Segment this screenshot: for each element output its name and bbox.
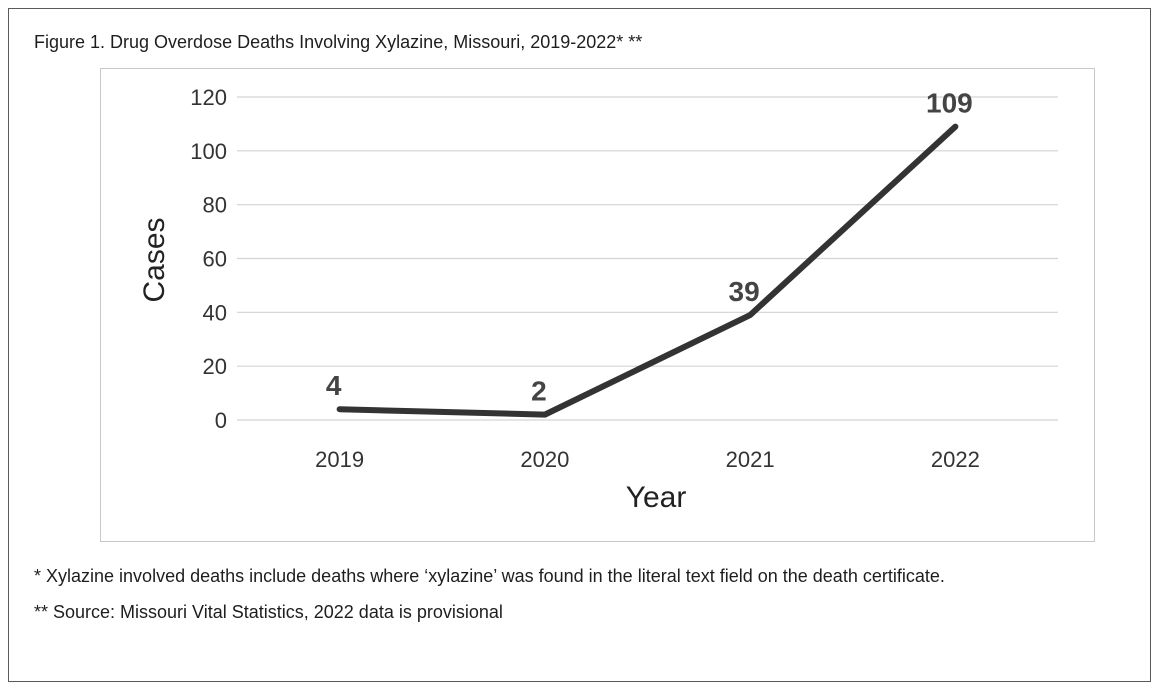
y-tick-label: 20 bbox=[203, 354, 227, 379]
y-tick-labels: 0 20 40 60 80 100 120 bbox=[190, 85, 227, 433]
series-line-0 bbox=[336, 123, 959, 418]
y-axis-label: Cases bbox=[138, 217, 171, 302]
x-axis-label: Year bbox=[626, 481, 687, 514]
footnote-source: ** Source: Missouri Vital Statistics, 20… bbox=[34, 602, 503, 622]
data-label: 4 bbox=[326, 370, 342, 401]
y-tick-label: 60 bbox=[203, 247, 227, 272]
data-label: 39 bbox=[729, 276, 760, 307]
figure-frame bbox=[8, 8, 1151, 682]
data-label: 109 bbox=[926, 88, 973, 119]
series-line bbox=[336, 123, 959, 418]
figure-title: Figure 1. Drug Overdose Deaths Involving… bbox=[34, 32, 643, 52]
footnotes: * Xylazine involved deaths include death… bbox=[34, 558, 1134, 630]
y-tick-label: 100 bbox=[190, 139, 227, 164]
y-tick-label: 40 bbox=[203, 300, 227, 325]
y-tick-label: 80 bbox=[203, 193, 227, 218]
data-labels: 4 2 39 109 bbox=[326, 88, 973, 407]
data-label: 2 bbox=[531, 376, 547, 407]
footnote-xylazine-definition: * Xylazine involved deaths include death… bbox=[34, 566, 945, 586]
x-tick-labels: 2019 2020 2021 2022 bbox=[315, 447, 980, 472]
y-tick-label: 120 bbox=[190, 85, 227, 110]
x-tick-label: 2022 bbox=[931, 447, 980, 472]
y-tick-label: 0 bbox=[215, 408, 227, 433]
x-tick-label: 2020 bbox=[520, 447, 569, 472]
x-tick-label: 2019 bbox=[315, 447, 364, 472]
gridlines bbox=[237, 96, 1058, 421]
chart-area bbox=[100, 68, 1095, 542]
x-tick-label: 2021 bbox=[726, 447, 775, 472]
